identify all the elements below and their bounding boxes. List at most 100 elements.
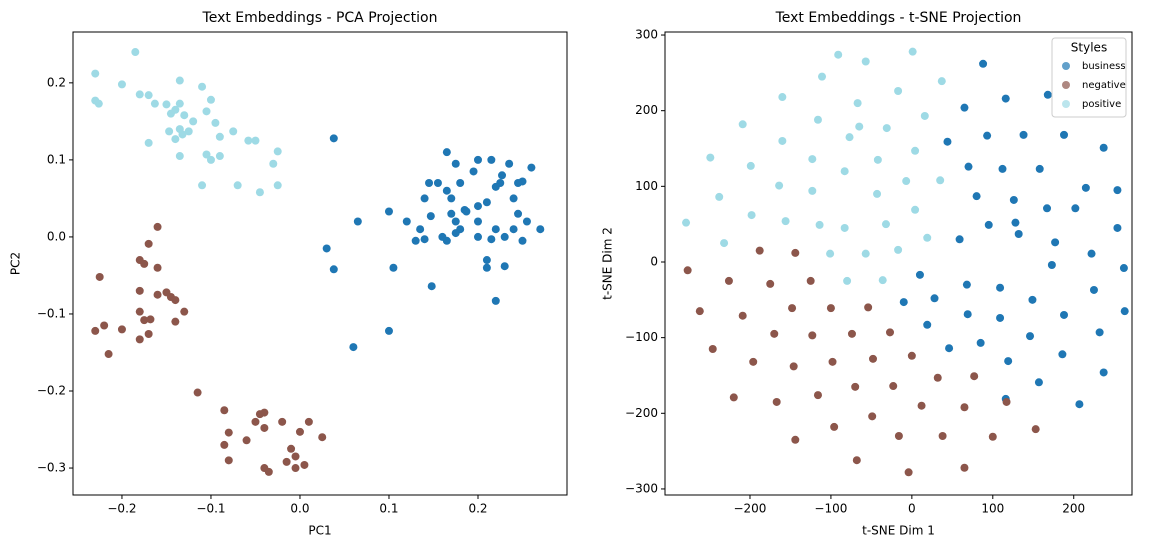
point [1099,143,1108,152]
point [868,412,877,421]
point [770,329,779,338]
point [291,452,300,461]
point [224,428,233,437]
point [171,135,180,144]
point [988,432,997,441]
point [420,194,429,203]
point [720,239,729,248]
y-tick-label: 0.1 [47,152,66,166]
y-tick-label: −0.2 [37,383,66,397]
point [206,155,215,164]
point [894,431,903,440]
point [815,220,824,229]
point [1002,397,1011,406]
point [938,431,947,440]
point [996,313,1005,322]
point [738,120,747,129]
point [278,417,287,426]
point [498,171,507,180]
point [963,310,972,319]
point [425,178,434,187]
point [1011,218,1020,227]
legend-marker [1062,100,1070,108]
point [789,362,798,371]
x-tick-label: −200 [733,502,766,516]
legend-label: business [1082,61,1126,72]
point [1043,90,1052,99]
point [1004,357,1013,366]
point [1075,400,1084,409]
point [527,163,536,172]
point [886,328,895,337]
point [171,317,180,326]
point [215,132,224,141]
point [171,105,180,114]
point [260,408,269,417]
point [830,422,839,431]
point [514,209,523,218]
point [536,225,545,234]
point [491,296,500,305]
point [813,391,822,400]
point [1095,328,1104,337]
point [851,382,860,391]
point [1019,130,1028,139]
point [273,181,282,190]
point [1099,368,1108,377]
point [411,236,420,245]
point [202,150,211,159]
point [260,423,269,432]
point [198,82,207,91]
point [162,100,171,109]
point [907,351,916,360]
point [229,127,238,136]
point [150,99,159,108]
point [153,263,162,272]
point [1001,94,1010,103]
point [861,57,870,66]
x-tick-label: 0.1 [379,502,398,516]
point [808,186,817,195]
point [442,236,451,245]
point [500,232,509,241]
legend-title: Styles [1071,41,1107,55]
x-axis-label: t-SNE Dim 1 [862,524,935,538]
point [882,124,891,133]
point [193,388,202,397]
point [353,217,362,226]
point [873,155,882,164]
point [456,178,465,187]
point [451,159,460,168]
point [855,122,864,131]
point [923,233,932,242]
point [960,403,969,412]
point [972,192,981,201]
point [899,298,908,307]
point [908,47,917,56]
y-tick-label: 0.2 [47,75,66,89]
point [473,202,482,211]
point [1034,378,1043,387]
x-tick-label: 100 [981,502,1004,516]
point [778,136,787,145]
point [322,244,331,253]
y-tick-label: −300 [625,481,658,495]
subplot: Text Embeddings - t-SNE Projection t-SNE … [601,10,1133,538]
point [772,397,781,406]
point [287,444,296,453]
point [902,177,911,186]
point [117,325,126,334]
point [955,235,964,244]
point [140,259,149,268]
point [1047,261,1056,270]
y-tick-label: −0.3 [37,461,66,475]
point [715,192,724,201]
point [487,155,496,164]
point [426,212,435,221]
point [853,99,862,108]
point [144,91,153,100]
point [881,220,890,229]
point [95,272,104,281]
point [840,167,849,176]
